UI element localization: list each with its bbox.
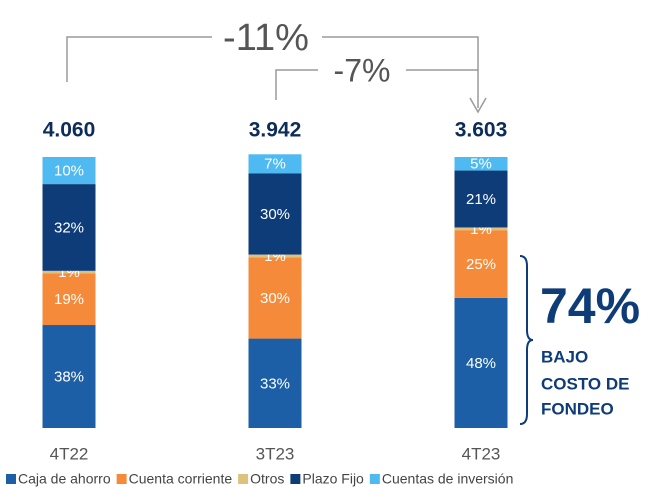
x-tick-label: 4T23 — [462, 444, 501, 463]
highlight-text: COSTO DE — [541, 374, 629, 393]
bar-segment — [42, 184, 96, 271]
x-tick-label: 3T23 — [256, 444, 295, 463]
bar-segment — [42, 273, 96, 326]
value-label: 21% — [466, 191, 496, 208]
bar-segment — [454, 170, 508, 228]
bar-segment — [42, 325, 96, 428]
legend-swatch — [238, 474, 249, 484]
x-tick-label: 4T22 — [50, 444, 89, 463]
highlight-value: 74% — [540, 278, 640, 334]
legend-label: Cuentas de inversión — [382, 471, 514, 487]
bar-segment — [454, 297, 508, 428]
legend-swatch — [290, 474, 301, 484]
legend-swatch — [6, 474, 16, 484]
arrow-head — [469, 97, 487, 114]
legend-label: Otros — [250, 471, 284, 487]
highlight-text: BAJO — [541, 347, 588, 366]
arrow-line — [322, 36, 479, 108]
bar-segment — [454, 227, 508, 231]
value-label: 7% — [264, 156, 286, 173]
value-label: 30% — [260, 290, 290, 307]
legend-label: Cuenta corriente — [129, 471, 233, 487]
total-label: 4.060 — [43, 119, 96, 142]
legend-label: Caja de ahorro — [18, 471, 111, 487]
bar-segment — [454, 230, 508, 298]
bar-segment — [248, 154, 302, 174]
value-label: 5% — [470, 156, 492, 173]
bar-segment — [42, 270, 96, 274]
bar-segment — [42, 157, 96, 185]
legend-label: Plazo Fijo — [302, 471, 364, 487]
bar-segment — [248, 173, 302, 255]
total-label: 3.942 — [249, 119, 302, 142]
legend-swatch — [116, 474, 127, 484]
bar-segment — [248, 257, 302, 339]
legend-swatch — [369, 474, 380, 484]
change-label: -11% — [223, 17, 309, 59]
bar-segment — [454, 157, 508, 171]
arrow-line — [275, 69, 318, 100]
value-label: 32% — [54, 219, 84, 236]
value-label: 48% — [466, 355, 496, 372]
value-label: 30% — [260, 206, 290, 223]
highlight-text: FONDEO — [541, 399, 614, 418]
bar-segment — [248, 338, 302, 428]
change-label: -7% — [334, 52, 391, 88]
bar-segment — [248, 254, 302, 258]
value-label: 25% — [466, 256, 496, 273]
value-label: 33% — [260, 375, 290, 392]
value-label: 10% — [54, 163, 84, 180]
total-label: 3.603 — [455, 119, 508, 142]
value-label: 38% — [54, 368, 84, 385]
arrow-line — [66, 36, 212, 82]
brace — [519, 255, 534, 425]
value-label: 19% — [54, 291, 84, 308]
change-arrows — [66, 36, 487, 114]
